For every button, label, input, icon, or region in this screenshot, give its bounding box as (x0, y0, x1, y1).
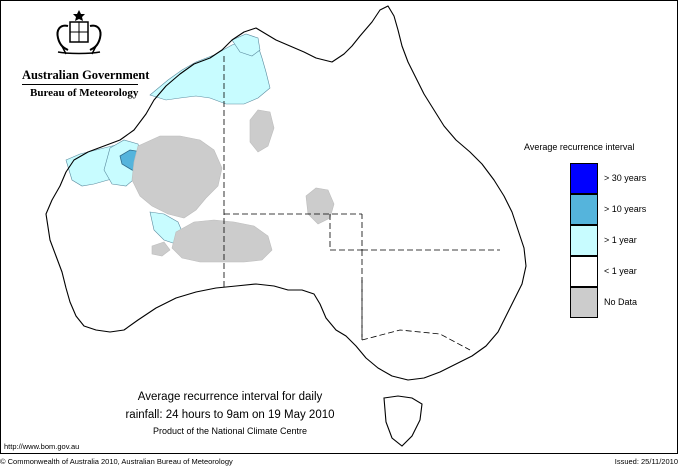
region-gt1yr-kimberley (149, 39, 271, 105)
legend-item-lt-1-year: < 1 year (570, 256, 680, 287)
issued-date: Issued: 25/11/2010 (614, 457, 678, 466)
region-gt1yr-top-end (231, 33, 261, 57)
legend-item-no-data: No Data (570, 287, 680, 318)
region-nodata-desert-west (131, 135, 223, 219)
caption-line-3: Product of the National Climate Centre (152, 426, 308, 436)
legend-label: > 10 years (604, 204, 647, 214)
map-frame (0, 0, 678, 454)
australia-outline (45, 5, 527, 381)
region-nodata-nt (249, 109, 275, 153)
caption-line-1: Average recurrence interval for daily (137, 391, 323, 403)
legend-label: > 1 year (604, 235, 637, 245)
legend-label: > 30 years (604, 173, 647, 183)
legend-swatch (570, 287, 598, 318)
agency-name: Bureau of Meteorology (30, 87, 139, 99)
legend-swatch (570, 256, 598, 287)
logo-divider (22, 84, 138, 85)
legend-swatch (570, 194, 598, 225)
legend-swatch (570, 163, 598, 194)
copyright-notice: © Commonwealth of Australia 2010, Austra… (0, 457, 233, 466)
website-url: http://www.bom.gov.au (4, 442, 80, 451)
map-caption: Average recurrence interval for daily ra… (105, 388, 355, 438)
region-nodata-sa (305, 187, 335, 225)
tasmania-outline (383, 395, 423, 447)
legend-title: Average recurrence interval (524, 142, 635, 152)
legend-swatch (570, 225, 598, 256)
coat-of-arms-icon (56, 10, 102, 55)
legend-item-1-year: > 1 year (570, 225, 680, 256)
border-nsw-vic (361, 250, 471, 351)
government-name: Australian Government (22, 68, 150, 82)
legend-item-10-years: > 10 years (570, 194, 680, 225)
region-nodata-central (171, 219, 273, 263)
legend-label: < 1 year (604, 266, 637, 276)
caption-line-2: rainfall: 24 hours to 9am on 19 May 2010 (125, 409, 335, 421)
border-qld-sa (329, 214, 363, 251)
legend-label: No Data (604, 297, 638, 307)
region-nodata-small (151, 241, 171, 257)
government-logo: Australian Government Bureau of Meteorol… (10, 8, 149, 99)
legend-item-30-years: > 30 years (570, 163, 680, 194)
